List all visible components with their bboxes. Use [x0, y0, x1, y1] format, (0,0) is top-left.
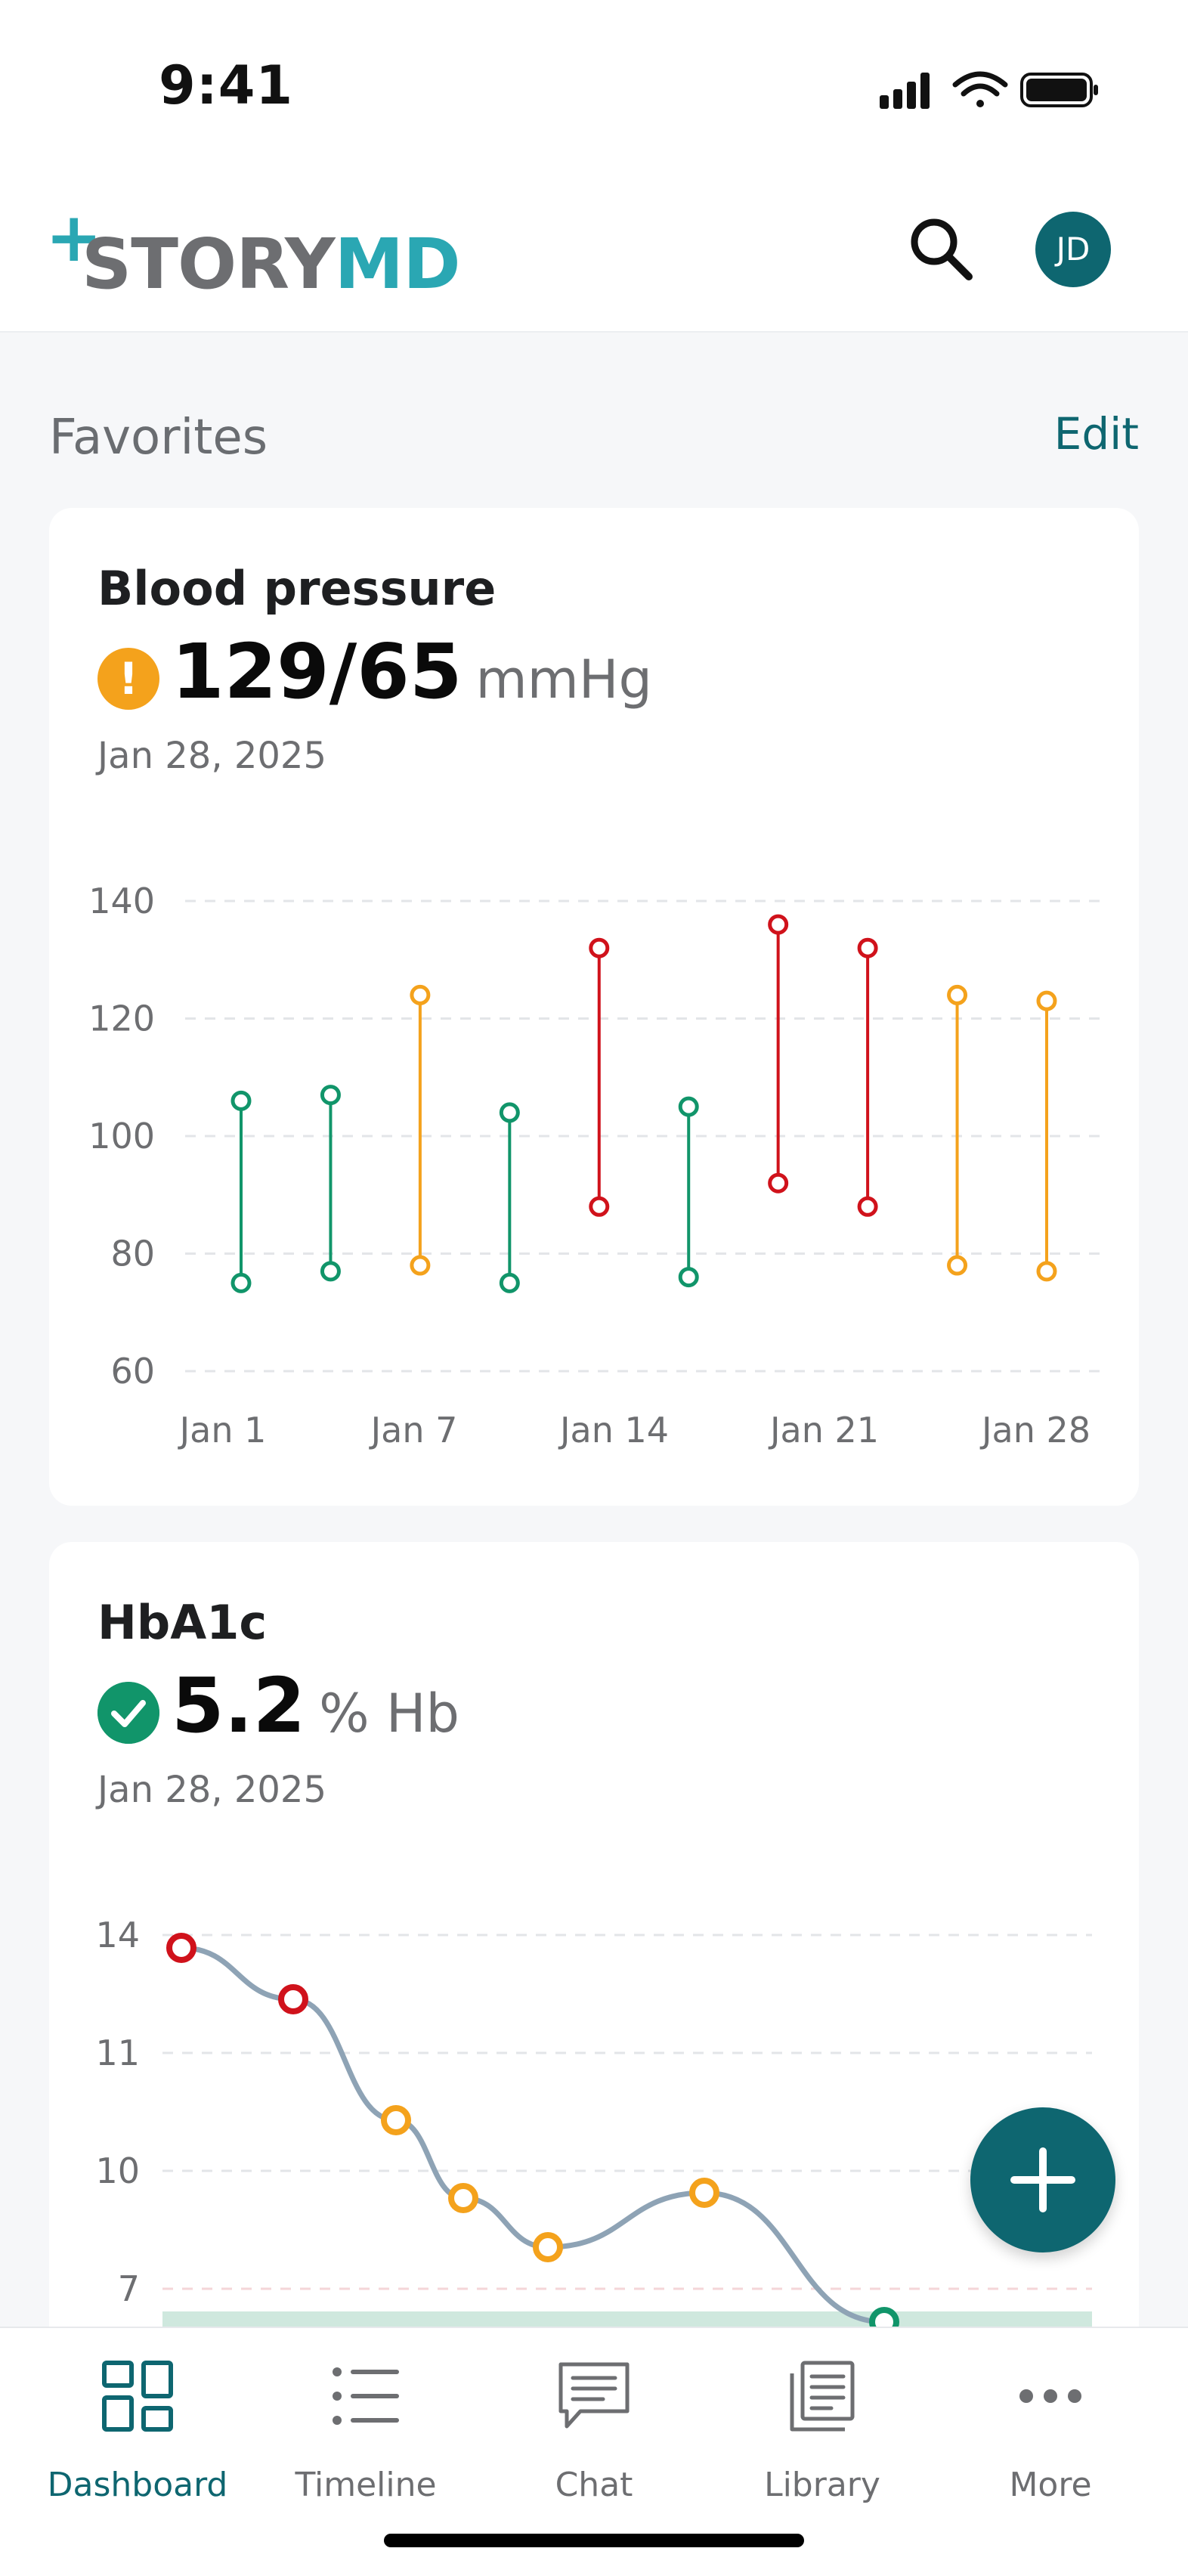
x-tick-label: Jan 7 [369, 1410, 458, 1451]
add-button[interactable] [970, 2107, 1115, 2252]
bp-diastolic-point [589, 1196, 610, 1217]
bp-diastolic-point [678, 1267, 699, 1288]
plus-icon [1010, 2147, 1075, 2212]
hba1c-unit: % Hb [319, 1683, 459, 1745]
y-tick-label: 100 [88, 1116, 155, 1156]
blood-pressure-card[interactable]: Blood pressure ! 129/65 mmHg Jan 28, 2025… [49, 508, 1139, 1506]
bp-systolic-point [768, 914, 789, 935]
more-icon [1019, 2389, 1081, 2403]
timeline-icon [333, 2367, 399, 2425]
bp-systolic-point [678, 1096, 699, 1117]
bp-diastolic-point [230, 1272, 252, 1293]
search-icon[interactable] [904, 212, 979, 287]
y-tick-label: 11 [95, 2033, 140, 2073]
x-tick-label: Jan 28 [979, 1410, 1091, 1451]
nav-timeline[interactable]: Timeline [252, 2328, 479, 2509]
edit-favorites-link[interactable]: Edit [1053, 408, 1139, 460]
x-tick-label: Jan 14 [558, 1410, 669, 1451]
bp-date: Jan 28, 2025 [97, 735, 326, 777]
home-indicator [384, 2534, 804, 2547]
warning-icon: ! [97, 648, 159, 710]
blood-pressure-chart: 140 120 100 80 60 Jan 1 Jan 7 Jan 14 Jan 21 Jan 2… [88, 881, 1103, 1451]
status-bar: 9:41 [0, 0, 1188, 159]
nav-label: More [1009, 2466, 1092, 2504]
card-title: Blood pressure [97, 561, 497, 616]
bp-systolic-point [320, 1085, 341, 1106]
y-tick-label: 80 [110, 1234, 155, 1274]
bp-diastolic-point [499, 1272, 520, 1293]
app-header: + STORYMD JD [0, 159, 1188, 333]
nav-chat[interactable]: Chat [481, 2328, 707, 2509]
hba1c-value: 5.2 [172, 1661, 306, 1750]
logo-text-md: MD [334, 224, 461, 305]
avatar[interactable]: JD [1035, 212, 1111, 287]
hba1c-data-point [166, 1933, 196, 1963]
hba1c-data-point [533, 2232, 563, 2262]
card-title: HbA1c [97, 1595, 268, 1650]
hba1c-reading: 5.2% Hb [172, 1661, 459, 1750]
hba1c-data-point [448, 2183, 478, 2213]
bp-diastolic-point [857, 1196, 878, 1217]
nav-more[interactable]: More [937, 2328, 1164, 2509]
nav-label: Chat [555, 2466, 633, 2504]
bp-systolic-point [857, 937, 878, 958]
status-icons [880, 71, 1098, 109]
y-tick-label: 10 [95, 2150, 140, 2191]
y-tick-label: 140 [88, 881, 155, 921]
bp-systolic-point [230, 1090, 252, 1111]
bp-systolic-point [1036, 990, 1057, 1011]
bp-diastolic-point [947, 1255, 968, 1276]
logo-plus-icon: + [45, 198, 103, 277]
hba1c-data-point [689, 2178, 719, 2208]
y-tick-label: 14 [95, 1915, 140, 1955]
y-tick-label: 120 [88, 999, 155, 1039]
bp-systolic-point [947, 984, 968, 1005]
dashboard-icon [102, 2361, 173, 2432]
logo-text: STORYMD [82, 230, 461, 299]
storymd-logo[interactable]: + STORYMD [45, 198, 469, 299]
checkmark-icon [97, 1682, 159, 1744]
logo-text-story: STORY [82, 224, 336, 305]
nav-label: Library [764, 2466, 880, 2504]
bp-systolic-point [410, 984, 431, 1005]
bp-value: 129/65 [172, 627, 463, 716]
y-tick-label: 60 [110, 1351, 155, 1392]
bp-systolic-point [589, 937, 610, 958]
favorites-title: Favorites [49, 410, 268, 466]
wifi-icon [952, 71, 1008, 107]
status-time: 9:41 [159, 54, 294, 116]
nav-library[interactable]: Library [709, 2328, 936, 2509]
chat-icon [558, 2362, 630, 2429]
signal-icon [880, 73, 930, 109]
bp-diastolic-point [768, 1172, 789, 1194]
nav-dashboard[interactable]: Dashboard [24, 2328, 251, 2509]
x-tick-label: Jan 21 [768, 1410, 879, 1451]
bp-diastolic-point [410, 1255, 431, 1276]
y-tick-label: 7 [118, 2268, 140, 2309]
bp-diastolic-point [1036, 1261, 1057, 1282]
bp-unit: mmHg [475, 649, 652, 711]
battery-icon [1020, 73, 1098, 107]
hba1c-data-point [381, 2105, 411, 2135]
nav-label: Dashboard [47, 2466, 228, 2504]
bp-reading: 129/65 mmHg [172, 627, 652, 716]
nav-label: Timeline [295, 2466, 437, 2504]
library-icon [790, 2361, 855, 2432]
hba1c-date: Jan 28, 2025 [97, 1769, 326, 1811]
hba1c-data-point [278, 1984, 308, 2014]
bp-systolic-point [499, 1102, 520, 1123]
x-tick-label: Jan 1 [178, 1410, 267, 1451]
bp-diastolic-point [320, 1261, 341, 1282]
